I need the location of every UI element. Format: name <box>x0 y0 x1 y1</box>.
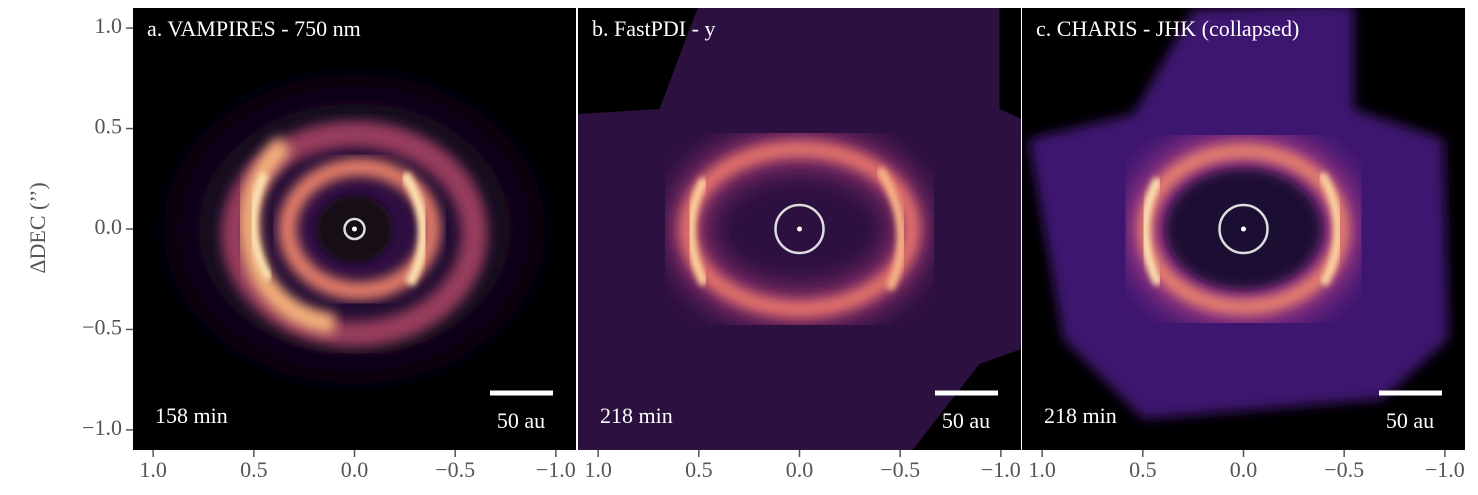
x-tick-label: 0.0 <box>786 457 814 482</box>
x-tick-label: 0.0 <box>341 457 369 482</box>
panel-image <box>133 8 576 450</box>
scale-bar-label: 50 au <box>497 408 545 433</box>
ring-right <box>1317 171 1343 287</box>
panel-title: a. VAMPIRES - 750 nm <box>147 16 361 41</box>
scale-bar-label: 50 au <box>1386 408 1434 433</box>
scale-bar-label: 50 au <box>942 408 990 433</box>
coronagraph-mask <box>774 203 825 255</box>
panel-title: b. FastPDI - y <box>592 16 715 41</box>
ring-left <box>1140 176 1163 286</box>
arm-right-core <box>400 171 429 287</box>
integration-time: 218 min <box>600 403 673 428</box>
x-tick-label: 1.0 <box>584 457 612 482</box>
outer-arm <box>221 121 488 347</box>
ring-left <box>686 176 709 286</box>
x-tick-label: −0.5 <box>880 457 920 482</box>
integration-time: 158 min <box>155 403 228 428</box>
panel-image <box>578 8 1021 450</box>
y-tick-label: 1.0 <box>95 13 123 38</box>
y-tick-label: 0.0 <box>95 214 123 239</box>
y-tick-label: −1.0 <box>82 415 122 440</box>
x-tick-label: −0.5 <box>435 457 475 482</box>
star-marker <box>797 226 802 232</box>
x-tick-label: 0.5 <box>685 457 713 482</box>
x-tick-label: 0.5 <box>1129 457 1157 482</box>
ring-right <box>875 166 906 291</box>
y-tick-label: −0.5 <box>82 315 122 340</box>
x-tick-label: 0.0 <box>1230 457 1258 482</box>
panel-title: c. CHARIS - JHK (collapsed) <box>1036 16 1299 41</box>
integration-time: 218 min <box>1044 403 1117 428</box>
arm-left-core <box>249 172 273 282</box>
y-tick-label: 0.5 <box>95 114 123 139</box>
x-tick-label: 0.5 <box>240 457 268 482</box>
star-marker <box>352 226 357 232</box>
coronagraph-mask <box>1218 203 1269 255</box>
x-tick-label: −1.0 <box>981 457 1021 482</box>
y-axis-label: ΔDEC (’’) <box>25 182 50 273</box>
x-tick-label: 1.0 <box>1028 457 1056 482</box>
x-tick-label: −1.0 <box>1425 457 1465 482</box>
x-tick-label: −1.0 <box>536 457 576 482</box>
star-marker <box>1241 226 1246 232</box>
coronagraph-mask <box>343 217 366 241</box>
panel-image <box>1022 8 1465 450</box>
x-tick-label: 1.0 <box>139 457 167 482</box>
ring <box>278 158 441 300</box>
x-tick-label: −0.5 <box>1324 457 1364 482</box>
